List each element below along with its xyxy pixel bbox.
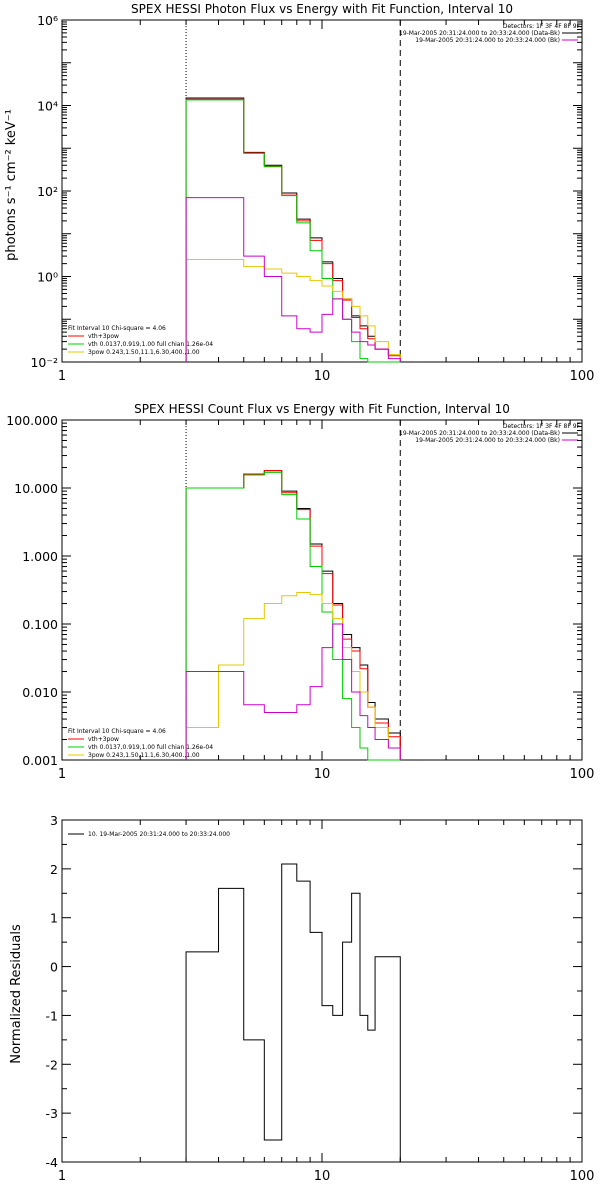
legend-top: Detectors: 1F 3F 4F 8F 9F 19-Mar-2005 20… [399,23,581,44]
x-tick-label: 10 [314,767,331,782]
legend-entry: 19-Mar-2005 20:31:24.000 to 20:33:24.000… [415,437,560,444]
x-tick-label: 1 [58,1169,66,1184]
plot-area [61,819,583,1163]
y-tick-label: -4 [46,1155,59,1170]
legend-header: Detectors: 1F 3F 4F 8F 9F [503,423,581,430]
y-tick-label: -3 [46,1106,58,1121]
count-flux-chart: SPEX HESSI Count Flux vs Energy with Fit… [6,402,595,782]
legend-header: Detectors: 1F 3F 4F 8F 9F [503,23,581,30]
y-tick-label: 0 [50,960,58,975]
photon-flux-panel: SPEX HESSI Photon Flux vs Energy with Fi… [0,0,600,400]
legend-header: Fit Interval 10 Chi-square = 4.06 [68,325,166,332]
y-tick-label: 10⁰ [37,270,58,285]
plot-area [61,19,583,363]
y-axis-label: photons s⁻¹ cm⁻² keV⁻¹ [4,109,19,261]
legend-entry: 19-Mar-2005 20:31:24.000 to 20:33:24.000… [399,430,560,437]
y-axis-label: Normalized Residuals [9,924,24,1064]
y-tick-label: -1 [46,1008,58,1023]
chart-title: SPEX HESSI Count Flux vs Energy with Fit… [134,402,510,416]
legend-entry: 10. 19-Mar-2005 20:31:24.000 to 20:33:24… [88,831,230,838]
y-tick-label: 0.100 [22,617,58,632]
y-tick-label: 10⁶ [37,13,58,28]
y-tick-label: 100.000 [6,413,58,428]
y-tick-label: 3 [50,813,58,828]
y-tick-label: 2 [50,862,58,877]
y-tick-label: 10² [37,184,58,199]
residuals-chart: Normalized Residuals 10. 19-Mar-2005 20:… [9,813,595,1184]
legend: 10. 19-Mar-2005 20:31:24.000 to 20:33:24… [68,831,230,838]
y-tick-label: 1 [50,911,58,926]
series-residuals [185,863,401,1162]
photon-flux-chart: SPEX HESSI Photon Flux vs Energy with Fi… [4,2,595,384]
legend-entry: vth 0.0137,0.919,1.00 full chian 1.26e-0… [88,341,213,348]
legend-entry: vth+3pow [88,736,119,743]
legend-header: Fit Interval 10 Chi-square = 4.06 [68,728,166,735]
y-tick-label: 10⁻² [30,355,58,370]
x-tick-label: 100 [570,767,595,782]
y-tick-label: 1.000 [22,549,58,564]
legend-entry: 3pow 0.243,1.50,11.1,6.30,400.,1.00 [88,752,200,759]
series-vth [185,99,401,363]
count-flux-panel: SPEX HESSI Count Flux vs Energy with Fit… [0,400,600,800]
legend-entry: vth 0.0137,0.919,1.00 full chian 1.26e-0… [88,744,213,751]
legend-bottom: Fit Interval 10 Chi-square = 4.06 vth+3p… [68,728,213,759]
series-vth [185,471,401,761]
legend-entry: 19-Mar-2005 20:31:24.000 to 20:33:24.000… [399,30,560,37]
y-tick-label: -2 [46,1057,58,1072]
y-tick-label: 10⁴ [37,99,58,114]
legend-entry: 3pow 0.243,1.50,11.1,6.30,400.,1.00 [88,349,200,356]
x-tick-label: 100 [570,1169,595,1184]
x-tick-label: 10 [314,1169,331,1184]
x-tick-label: 1 [58,767,66,782]
y-tick-label: 0.010 [22,685,58,700]
plot-frame [61,19,583,363]
series-3pow [185,592,401,760]
series-bk [185,623,401,760]
series-3pow [185,258,401,362]
legend-top: Detectors: 1F 3F 4F 8F 9F 19-Mar-2005 20… [399,423,581,444]
y-tick-label: 10.000 [14,481,58,496]
residuals-panel: Normalized Residuals 10. 19-Mar-2005 20:… [0,800,600,1200]
y-tick-label: 0.001 [22,753,58,768]
x-tick-label: 1 [58,369,66,384]
legend-entry: 19-Mar-2005 20:31:24.000 to 20:33:24.000… [415,37,560,44]
chart-title: SPEX HESSI Photon Flux vs Energy with Fi… [131,2,513,16]
legend-bottom: Fit Interval 10 Chi-square = 4.06 vth+3p… [68,325,213,356]
plot-area [61,419,583,761]
x-tick-label: 100 [570,369,595,384]
series-bk [185,197,401,362]
x-tick-label: 10 [314,369,331,384]
legend-entry: vth+3pow [88,333,119,340]
